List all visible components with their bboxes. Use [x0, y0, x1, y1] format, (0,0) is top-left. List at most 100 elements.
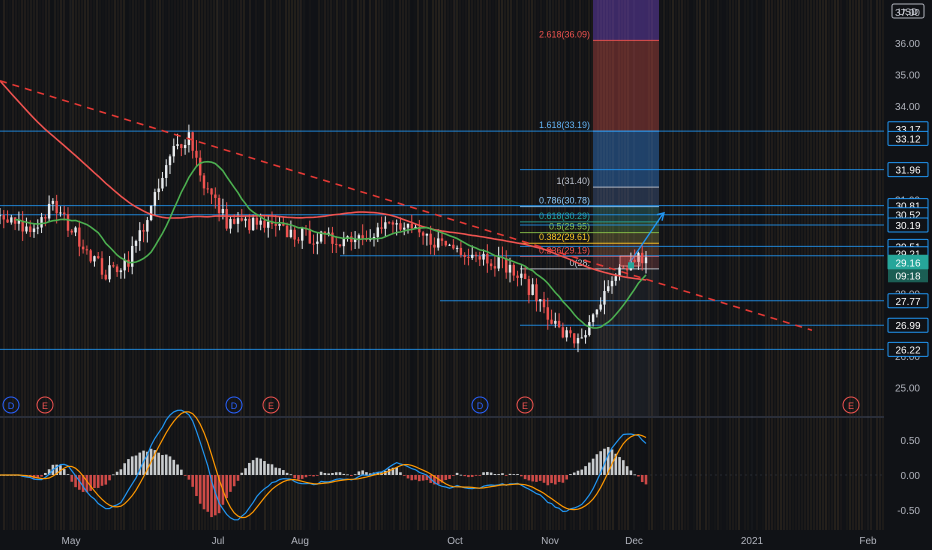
candle: [554, 312, 557, 328]
texture-streak: [192, 0, 194, 530]
event-marker[interactable]: D: [2, 396, 20, 414]
projection-arrow-line: [629, 213, 664, 263]
candle: [10, 214, 13, 225]
texture-streak: [309, 0, 311, 530]
texture-streak: [648, 0, 650, 530]
texture-streak: [471, 0, 473, 530]
texture-streak: [327, 0, 329, 530]
candle: [180, 143, 183, 157]
candle-body: [149, 205, 153, 221]
histogram-bar: [504, 475, 508, 476]
candle: [278, 216, 281, 231]
texture-streak: [66, 0, 68, 530]
candle-body: [591, 314, 595, 323]
texture-streak: [696, 0, 698, 530]
highlight-zone: [593, 0, 659, 416]
texture-streak: [423, 0, 425, 530]
candle-body: [403, 227, 406, 230]
texture-streak: [276, 0, 278, 530]
histogram-bar: [217, 475, 221, 514]
candle-body: [505, 258, 508, 273]
event-marker-circle: [36, 396, 54, 414]
texture-streak: [135, 0, 137, 530]
histogram-bar: [157, 452, 160, 475]
texture-streak: [570, 0, 572, 530]
event-marker[interactable]: D: [471, 396, 489, 414]
texture-streak: [315, 0, 317, 530]
texture-streak: [204, 0, 206, 530]
texture-streak: [774, 0, 776, 530]
texture-streak: [759, 0, 761, 530]
texture-streak: [63, 0, 65, 530]
candle-body: [391, 222, 395, 225]
time-axis-background: [0, 530, 932, 550]
candle-body: [267, 221, 270, 228]
candle-body: [471, 254, 474, 258]
histogram-bar: [565, 475, 568, 480]
candle-body: [312, 243, 315, 245]
candle-body: [554, 320, 557, 324]
texture-streak: [549, 0, 551, 530]
candle: [421, 230, 425, 245]
candle: [557, 313, 561, 329]
texture-streak: [558, 0, 560, 530]
texture-streak: [744, 0, 746, 530]
candle: [486, 244, 489, 273]
histogram-bar: [270, 464, 274, 475]
histogram-bar: [610, 449, 614, 475]
texture-streak: [372, 0, 374, 530]
texture-streak: [783, 0, 785, 530]
histogram-bar: [172, 459, 176, 475]
texture-streak: [624, 0, 626, 530]
candle: [0, 207, 2, 225]
texture-streak: [246, 0, 248, 530]
candle-body: [21, 220, 24, 232]
texture-streak: [552, 0, 554, 530]
time-axis-label: Oct: [447, 536, 463, 547]
histogram-bar: [618, 457, 621, 475]
event-marker[interactable]: E: [36, 396, 54, 414]
texture-streak: [342, 0, 344, 530]
event-marker[interactable]: E: [842, 396, 860, 414]
histogram-bar: [78, 475, 81, 490]
candle-body: [387, 222, 391, 224]
candle: [512, 262, 515, 281]
fib-level-label: 0.236(29.19): [539, 245, 590, 255]
event-marker[interactable]: D: [225, 396, 243, 414]
currency-tag-text: USD: [898, 7, 918, 18]
event-marker[interactable]: E: [262, 396, 280, 414]
candle-body: [455, 247, 459, 249]
fib-zone-green: [593, 221, 659, 233]
candle-body: [372, 236, 376, 239]
candle: [17, 211, 21, 231]
texture-streak: [807, 0, 809, 530]
histogram-bar: [557, 475, 561, 482]
texture-streak: [21, 0, 23, 530]
fib-level-label: 1(31.40): [556, 176, 590, 186]
texture-streak: [876, 0, 878, 530]
candle: [274, 214, 277, 237]
texture-streak: [432, 0, 434, 530]
candle: [508, 257, 512, 283]
texture-streak: [141, 0, 143, 530]
texture-streak: [684, 0, 686, 530]
candle-body: [406, 223, 410, 228]
candle: [520, 265, 523, 286]
candle-body: [51, 200, 55, 204]
texture-streak: [78, 0, 80, 530]
candle-body: [576, 338, 580, 344]
texture-streak: [678, 0, 680, 530]
currency-tag[interactable]: USD: [891, 3, 925, 19]
texture-streak: [87, 0, 89, 530]
event-marker[interactable]: E: [516, 396, 534, 414]
candle: [542, 291, 546, 314]
texture-streak: [444, 0, 446, 530]
histogram-bar: [614, 453, 618, 475]
candle: [625, 265, 629, 278]
histogram-bar: [36, 475, 40, 478]
histogram-bar: [214, 475, 217, 516]
candle: [78, 220, 81, 257]
histogram-bar: [542, 475, 546, 483]
candle: [51, 198, 55, 211]
